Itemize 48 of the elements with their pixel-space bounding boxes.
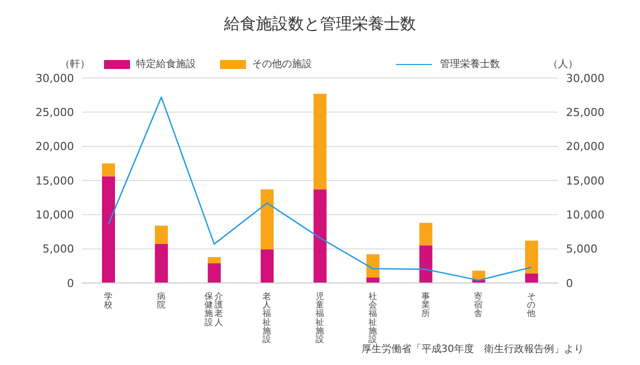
y2-tick-label: 10,000	[566, 208, 604, 222]
bar	[154, 244, 168, 283]
text: 厚生労働省「平成30年度 衛生行政報告例」より	[361, 344, 584, 356]
bar	[525, 273, 538, 283]
bar	[208, 257, 221, 264]
y-tick-label: 5,000	[42, 242, 74, 256]
bar	[314, 94, 327, 190]
line-series	[108, 96, 532, 281]
bar	[102, 176, 115, 283]
bar	[102, 163, 115, 176]
x-tick-label: 老人福祉施設	[262, 291, 272, 345]
bar	[366, 278, 380, 283]
y-tick-label: 0	[67, 276, 74, 290]
y-axis-title: （軒）	[60, 58, 90, 71]
bar	[154, 226, 168, 244]
chart-title: 給食施設数と管理栄養士数	[223, 14, 417, 35]
y-tick-label: 20,000	[36, 140, 74, 154]
y-tick-label: 15,000	[36, 174, 74, 188]
x-tick-label: 学校	[102, 291, 113, 311]
y-tick-label: 30,000	[36, 72, 74, 85]
bar	[419, 245, 432, 283]
x-tick-label: 病院	[156, 291, 166, 311]
y2-tick-label: 20,000	[566, 140, 604, 154]
legend-label: 特定給食施設	[136, 58, 196, 71]
y2-tick-label: 5,000	[566, 242, 598, 256]
bar	[525, 240, 538, 274]
bar	[260, 250, 274, 283]
x-tick-label: その他	[527, 292, 536, 320]
y2-tick-label: 25,000	[566, 106, 604, 120]
y2-axis-title: （人）	[548, 58, 578, 71]
bar	[208, 263, 221, 283]
bar	[419, 222, 432, 246]
legend-label: その他の施設	[252, 58, 312, 71]
bar	[260, 189, 274, 250]
y-tick-label: 10,000	[36, 208, 74, 222]
y-tick-label: 25,000	[36, 106, 74, 120]
y2-tick-label: 15,000	[566, 174, 604, 188]
y2-tick-label: 30,000	[566, 72, 604, 85]
bar	[314, 189, 327, 283]
bar	[366, 254, 380, 278]
bar	[472, 270, 486, 280]
x-tick-label: 寄宿舎	[474, 291, 484, 320]
x-tick-label: 社会福祉施設	[368, 291, 378, 345]
x-tick-label: 児童福祉施設	[316, 291, 324, 345]
category-label: 介護老人保健施設	[204, 292, 224, 328]
x-tick-label: 事業所	[421, 291, 430, 320]
y2-tick-label: 0	[566, 276, 573, 290]
legend-label: 管理栄養士数	[440, 58, 500, 72]
